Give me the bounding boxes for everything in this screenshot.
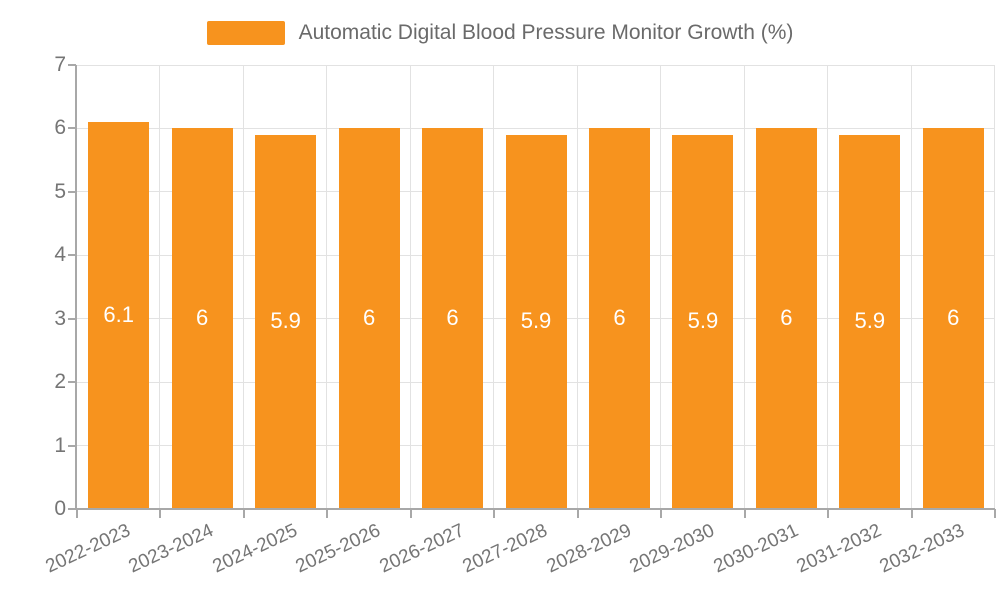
x-axis-tick	[493, 509, 496, 518]
plot-area: 6.1 6 5.9 6 6 5.9 6 5.9 6 5.9 6	[68, 64, 996, 518]
x-axis-tick	[743, 509, 746, 518]
x-tick-label: 2029-2030	[626, 520, 718, 578]
x-axis-tick	[576, 509, 579, 518]
bar	[922, 128, 984, 508]
bar	[672, 134, 734, 508]
bar	[88, 122, 150, 508]
bar	[422, 128, 484, 508]
bar-value-label: 6	[446, 304, 459, 330]
bar-value-label: 5.9	[854, 307, 886, 333]
x-tick-label: 2028-2029	[543, 520, 635, 578]
bar-value-label: 6	[613, 304, 626, 330]
legend-label: Automatic Digital Blood Pressure Monitor…	[298, 21, 794, 44]
y-axis-tick	[68, 254, 76, 257]
gridline-vertical	[576, 65, 578, 509]
x-axis-tick	[910, 509, 913, 518]
x-tick-label: 2030-2031	[710, 520, 802, 578]
y-axis-tick	[68, 190, 76, 193]
bar-value-label: 6.1	[103, 301, 135, 327]
bar-value-label: 6	[196, 304, 209, 330]
gridline-vertical	[242, 65, 244, 509]
bar	[338, 128, 400, 508]
gridline-vertical	[910, 65, 912, 509]
y-axis-tick	[68, 508, 76, 510]
x-axis-tick	[409, 509, 412, 518]
x-axis-tick	[326, 509, 329, 518]
x-tick-label: 2022-2023	[42, 520, 134, 578]
gridline-vertical	[827, 65, 829, 509]
x-tick-label: 2027-2028	[459, 520, 551, 578]
x-tick-label: 2023-2024	[125, 520, 218, 578]
x-axis-line	[75, 508, 995, 510]
y-tick-label: 6	[54, 116, 66, 140]
y-tick-label: 4	[54, 243, 66, 267]
bar	[505, 134, 567, 508]
x-axis-tick	[994, 509, 996, 518]
y-axis-line	[75, 65, 77, 510]
legend-swatch-icon	[206, 21, 285, 45]
y-tick-label: 2	[54, 370, 66, 394]
y-axis-tick	[68, 381, 76, 384]
gridline-vertical	[994, 65, 995, 509]
bar-value-label: 5.9	[520, 307, 552, 333]
gridline-vertical	[493, 65, 495, 509]
x-axis-tick	[660, 509, 663, 518]
y-axis-tick	[68, 317, 76, 320]
bar	[171, 128, 233, 508]
x-tick-label: 2031-2032	[793, 520, 885, 578]
x-tick-label: 2025-2026	[292, 520, 384, 578]
bar-value-label: 6	[947, 304, 960, 330]
y-tick-label: 3	[54, 306, 66, 330]
y-tick-label: 7	[54, 53, 66, 76]
bar	[588, 128, 650, 508]
gridline-vertical	[326, 65, 328, 509]
x-tick-label: 2024-2025	[209, 520, 301, 578]
bar	[755, 128, 817, 508]
bar-value-label: 6	[780, 304, 793, 330]
y-tick-label: 1	[54, 433, 66, 457]
x-tick-label: 2032-2033	[876, 520, 969, 578]
gridline-vertical	[743, 65, 745, 509]
bar-value-label: 6	[362, 304, 376, 330]
x-axis-tick	[242, 509, 245, 518]
bar	[255, 134, 317, 508]
y-tick-label: 5	[54, 179, 66, 203]
gridline-horizontal	[77, 64, 995, 66]
y-axis-tick	[68, 444, 76, 447]
gridline-vertical	[409, 65, 411, 509]
bar-value-label: 5.9	[687, 307, 719, 333]
y-axis-tick	[68, 127, 76, 130]
y-tick-label: 0	[54, 497, 66, 520]
x-axis-tick	[827, 509, 830, 518]
bar-value-label: 5.9	[270, 307, 301, 333]
x-axis-tick	[159, 509, 162, 518]
y-axis-tick	[68, 64, 76, 66]
chart-legend: Automatic Digital Blood Pressure Monitor…	[0, 18, 1000, 48]
bar	[839, 134, 901, 508]
gridline-horizontal	[77, 127, 995, 129]
x-tick-label: 2026-2027	[376, 520, 468, 578]
x-axis-tick	[76, 509, 78, 518]
gridline-vertical	[660, 65, 662, 509]
gridline-vertical	[159, 65, 161, 509]
